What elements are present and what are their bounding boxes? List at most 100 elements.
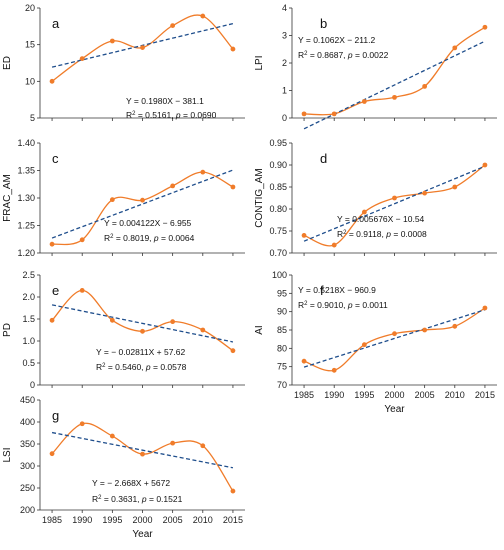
y-tick-label: 0.95 xyxy=(269,138,287,148)
regression-stats: R2 = 0.9010, p = 0.0011 xyxy=(298,300,388,310)
panel-letter: g xyxy=(52,408,59,423)
data-point xyxy=(49,78,55,84)
y-tick-label: 5 xyxy=(30,113,35,123)
data-point xyxy=(170,183,176,189)
panel-letter: c xyxy=(52,151,59,166)
data-point xyxy=(170,440,176,446)
regression-equation: Y = 0.5218X − 960.9 xyxy=(298,285,376,295)
p-value: 0.0690 xyxy=(190,110,216,120)
x-axis-label: Year xyxy=(132,529,153,540)
y-tick-label: 4 xyxy=(282,3,287,13)
chart-panel-d: 0.70 0.75 0.80 0.85 0.90 0.95 CONTIG_AM d Y = 0.… xyxy=(254,138,497,258)
data-point xyxy=(452,45,458,51)
p-equals: = xyxy=(151,362,161,372)
r2-superscript: 2 xyxy=(304,51,308,57)
data-point xyxy=(79,56,85,61)
r2-superscript: 2 xyxy=(102,363,106,369)
regression-equation: Y = 0.1980X − 381.1 xyxy=(126,96,204,106)
x-tick-label: 2015 xyxy=(475,390,495,400)
r2-superscript: 2 xyxy=(98,495,102,501)
r2-equals: = xyxy=(105,362,115,372)
stats-separator: , xyxy=(382,229,387,239)
y-axis-label: PD xyxy=(2,323,13,337)
y-tick-label: 2.0 xyxy=(22,292,35,302)
r2-superscript: 2 xyxy=(110,234,114,240)
y-axis-label: LSI xyxy=(2,447,13,462)
x-tick-label: 2015 xyxy=(223,515,243,525)
p-equals: = xyxy=(391,229,401,239)
data-point xyxy=(452,323,458,329)
y-tick-label: 90 xyxy=(277,307,287,317)
data-point xyxy=(230,348,236,354)
p-equals: = xyxy=(353,300,363,310)
x-tick-label: 2005 xyxy=(415,390,435,400)
r2-equals: = xyxy=(307,50,317,60)
r2-prefix: R xyxy=(126,110,132,120)
data-point xyxy=(230,488,236,494)
panel-letter: d xyxy=(320,151,327,166)
data-point xyxy=(140,197,145,203)
r2-equals: = xyxy=(135,110,145,120)
data-point xyxy=(140,328,145,334)
data-point xyxy=(392,331,397,337)
r2-value: 0.3631 xyxy=(111,494,137,504)
r2-prefix: R xyxy=(104,233,110,243)
data-point xyxy=(422,327,428,333)
p-symbol: p xyxy=(347,50,353,60)
stats-separator: , xyxy=(343,300,348,310)
y-tick-label: 100 xyxy=(272,270,287,280)
data-point xyxy=(170,23,176,28)
y-tick-label: 0 xyxy=(282,113,287,123)
data-point xyxy=(109,38,115,44)
y-tick-label: 10 xyxy=(25,76,35,86)
y-tick-label: 80 xyxy=(277,343,287,353)
panel-letter: a xyxy=(52,16,60,31)
y-tick-label: 1.25 xyxy=(17,221,35,231)
data-point xyxy=(200,327,206,333)
y-tick-label: 0.70 xyxy=(269,248,287,258)
series-curve xyxy=(51,289,234,352)
data-point xyxy=(482,24,488,30)
regression-stats: R2 = 0.3631, p = 0.1521 xyxy=(92,494,183,504)
p-symbol: p xyxy=(347,300,353,310)
r2-superscript: 2 xyxy=(132,111,136,117)
data-point xyxy=(452,184,458,190)
p-symbol: p xyxy=(153,233,159,243)
y-tick-label: 0.5 xyxy=(22,358,35,368)
data-point xyxy=(331,111,337,117)
data-point xyxy=(49,241,55,247)
regression-stats: R2 = 0.5161, p = 0.0690 xyxy=(126,110,217,120)
p-symbol: p xyxy=(175,110,181,120)
r2-equals: = xyxy=(101,494,111,504)
stats-separator: , xyxy=(149,233,154,243)
r2-value: 0.8687 xyxy=(317,50,343,60)
data-point xyxy=(49,451,55,457)
y-tick-label: 1.0 xyxy=(22,336,35,346)
y-axis-label: LPI xyxy=(254,55,265,70)
p-equals: = xyxy=(353,50,363,60)
data-point xyxy=(200,13,206,19)
data-point xyxy=(392,94,397,100)
p-symbol: p xyxy=(385,229,391,239)
x-tick-label: 2005 xyxy=(163,515,183,525)
panel-letter: e xyxy=(52,283,59,298)
fit-line xyxy=(51,304,234,343)
data-point xyxy=(109,433,115,439)
r2-value: 0.8019 xyxy=(123,233,149,243)
y-tick-label: 1 xyxy=(282,86,287,96)
x-tick-label: 2000 xyxy=(384,390,404,400)
data-point xyxy=(109,317,115,323)
data-point xyxy=(140,45,145,50)
r2-equals: = xyxy=(346,229,356,239)
p-value: 0.0578 xyxy=(160,362,186,372)
y-tick-label: 0.80 xyxy=(269,204,287,214)
y-tick-label: 2.5 xyxy=(22,270,35,280)
y-tick-label: 450 xyxy=(20,395,35,405)
regression-equation: Y = 0.005676X − 10.54 xyxy=(337,214,425,224)
r2-superscript: 2 xyxy=(304,301,308,307)
r2-prefix: R xyxy=(298,50,304,60)
data-point xyxy=(301,358,307,364)
p-equals: = xyxy=(181,110,191,120)
